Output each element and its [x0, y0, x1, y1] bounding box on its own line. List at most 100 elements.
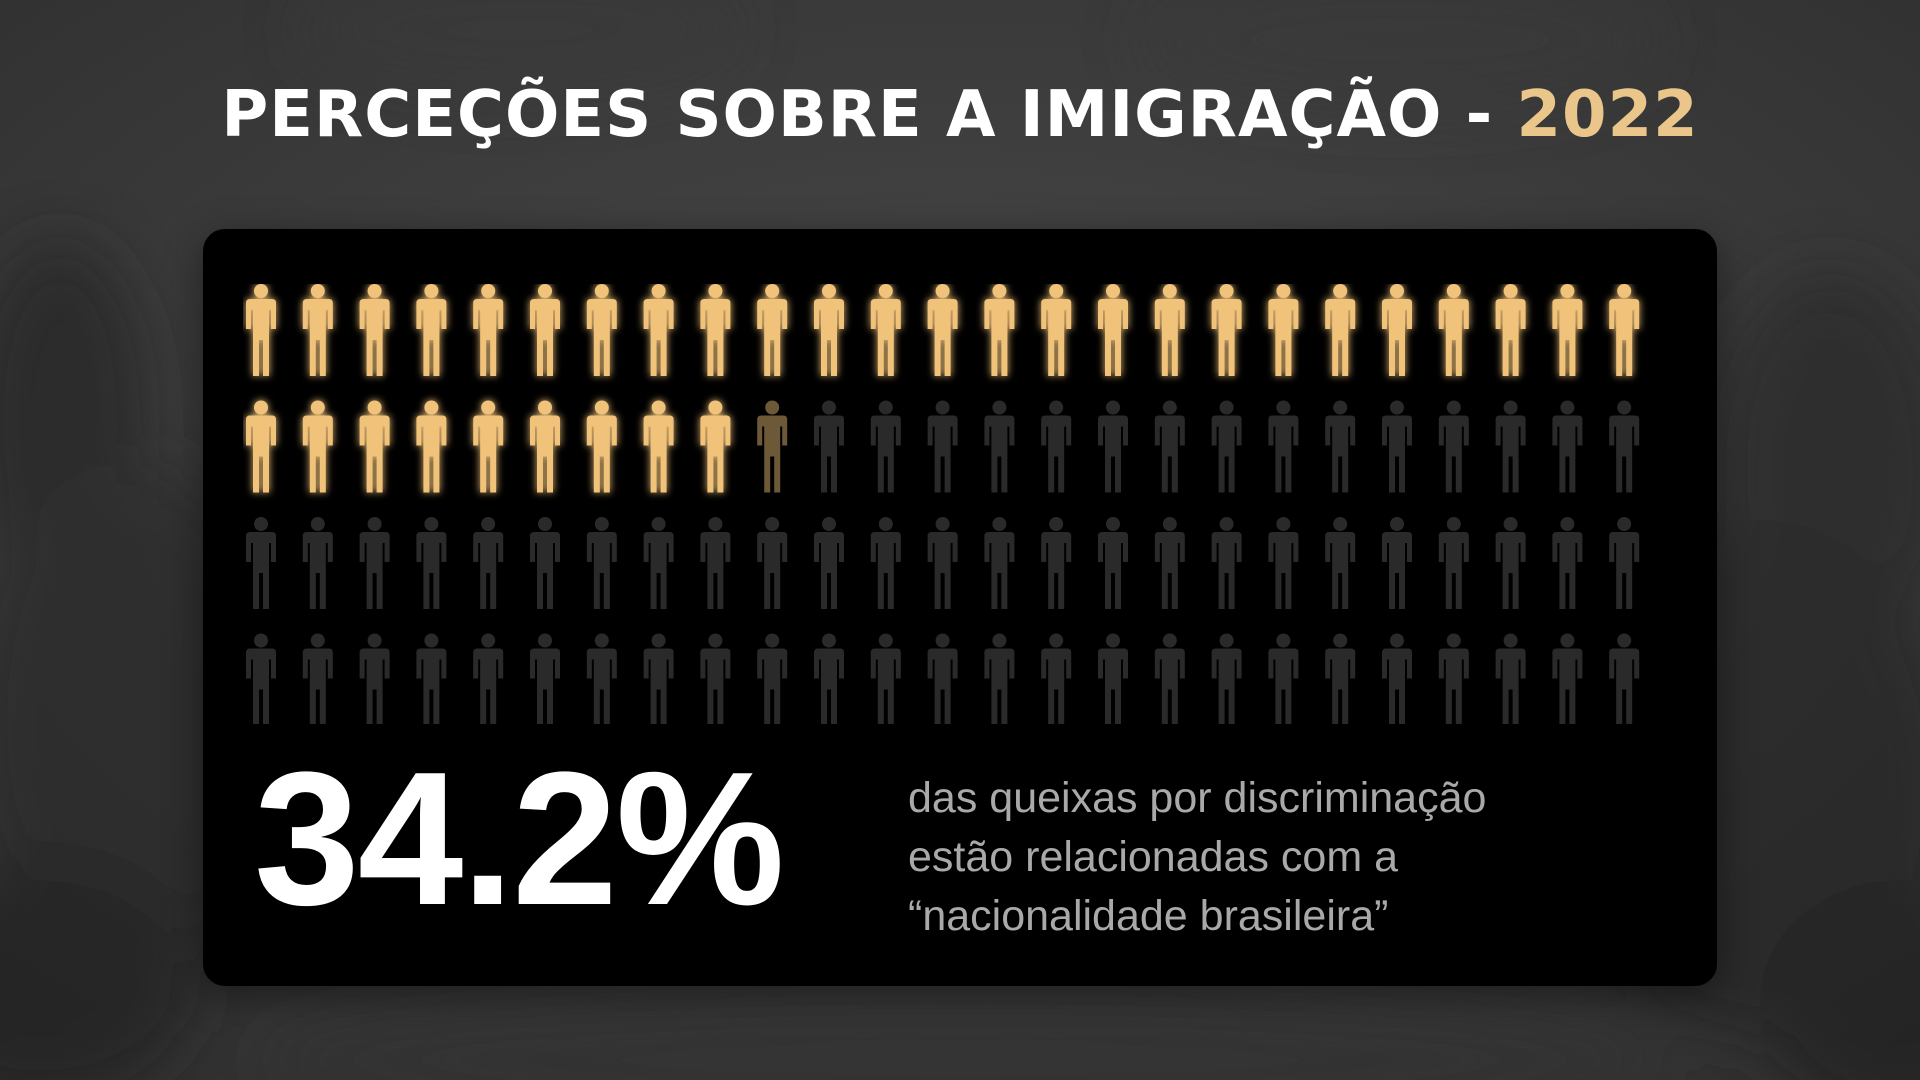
person-icon	[1552, 517, 1583, 609]
person-icon	[1211, 517, 1242, 609]
person-icon	[757, 633, 788, 724]
person-icon	[1268, 400, 1299, 493]
person-icon	[1154, 517, 1185, 609]
person-icon	[870, 400, 901, 493]
caption-line: “nacionalidade brasileira”	[908, 892, 1389, 940]
person-icon	[1154, 284, 1185, 376]
person-icon	[1438, 400, 1469, 493]
person-icon	[1098, 633, 1128, 724]
person-icon	[1552, 400, 1583, 493]
person-icon	[473, 284, 504, 376]
person-icon	[814, 400, 844, 493]
person-icon	[586, 284, 617, 376]
person-icon	[586, 400, 617, 493]
person-icon	[359, 284, 390, 376]
person-icon	[870, 633, 901, 724]
person-icon	[1325, 517, 1356, 609]
title-year: 2022	[1516, 78, 1699, 152]
person-icon	[643, 284, 674, 376]
person-icon	[1552, 284, 1583, 376]
person-icon	[1098, 517, 1128, 609]
person-icon	[757, 400, 788, 493]
person-icon	[530, 284, 560, 376]
person-icon	[870, 517, 901, 609]
person-icon	[700, 517, 731, 609]
person-icon	[416, 400, 447, 493]
person-icon	[984, 284, 1015, 376]
person-icon	[700, 284, 731, 376]
pictogram-svg	[246, 284, 1640, 724]
title-text: PERCEÇÕES SOBRE A IMIGRAÇÃO -	[221, 78, 1517, 152]
person-icon	[1098, 400, 1128, 493]
person-icon	[700, 633, 731, 724]
person-icon	[984, 517, 1015, 609]
person-icon	[1211, 284, 1242, 376]
person-icon	[1438, 517, 1469, 609]
person-icon	[1154, 400, 1185, 493]
person-icon	[1552, 633, 1583, 724]
person-icon	[416, 633, 447, 724]
person-icon	[927, 633, 958, 724]
person-icon	[700, 400, 731, 493]
person-icon	[1438, 284, 1469, 376]
person-icon	[1382, 517, 1412, 609]
person-icon	[1154, 633, 1185, 724]
person-icon	[757, 284, 788, 376]
person-icon	[1495, 517, 1526, 609]
person-icon	[1211, 633, 1242, 724]
person-icon	[246, 633, 276, 724]
person-icon	[984, 400, 1015, 493]
page-title: PERCEÇÕES SOBRE A IMIGRAÇÃO - 2022	[0, 70, 1920, 160]
person-icon	[1382, 284, 1412, 376]
person-icon	[586, 517, 617, 609]
person-icon	[814, 517, 844, 609]
person-icon	[1382, 633, 1412, 724]
person-icon	[586, 633, 617, 724]
person-icon	[1211, 400, 1242, 493]
person-icon	[302, 633, 333, 724]
person-icon	[359, 633, 390, 724]
person-icon	[984, 633, 1015, 724]
person-icon	[643, 633, 674, 724]
person-icon	[1325, 633, 1356, 724]
caption-line: estão relacionadas com a	[908, 833, 1399, 881]
person-icon	[530, 517, 560, 609]
person-icon	[1325, 284, 1356, 376]
person-icon	[1041, 284, 1072, 376]
person-icon	[927, 400, 958, 493]
person-icon	[1098, 284, 1128, 376]
person-icon	[1438, 633, 1469, 724]
person-icon	[1609, 284, 1640, 376]
caption-line: das queixas por discriminação	[908, 774, 1487, 822]
person-icon	[416, 284, 447, 376]
person-icon	[927, 284, 958, 376]
person-icon	[359, 517, 390, 609]
person-icon	[359, 400, 390, 493]
person-icon	[1609, 400, 1640, 493]
person-icon	[246, 517, 276, 609]
person-icon	[416, 517, 447, 609]
stat-caption: das queixas por discriminação estão rela…	[908, 769, 1628, 946]
person-icon	[1495, 633, 1526, 724]
person-icon	[473, 517, 504, 609]
pictogram-grid	[243, 284, 1684, 724]
person-icon	[814, 633, 844, 724]
person-icon	[1382, 400, 1412, 493]
person-icon	[643, 517, 674, 609]
person-icon	[302, 517, 333, 609]
person-icon	[473, 400, 504, 493]
person-icon	[1041, 400, 1072, 493]
person-icon	[1609, 633, 1640, 724]
person-icon	[1325, 400, 1356, 493]
person-icon	[1609, 517, 1640, 609]
person-icon	[1268, 284, 1299, 376]
person-icon	[1268, 633, 1299, 724]
person-icon	[1041, 517, 1072, 609]
stat-panel: 34.2% das queixas por discriminação estã…	[203, 229, 1717, 986]
person-icon	[757, 517, 788, 609]
person-icon	[473, 633, 504, 724]
person-icon	[643, 400, 674, 493]
person-icon	[530, 400, 560, 493]
person-icon	[1041, 633, 1072, 724]
person-icon	[302, 400, 333, 493]
